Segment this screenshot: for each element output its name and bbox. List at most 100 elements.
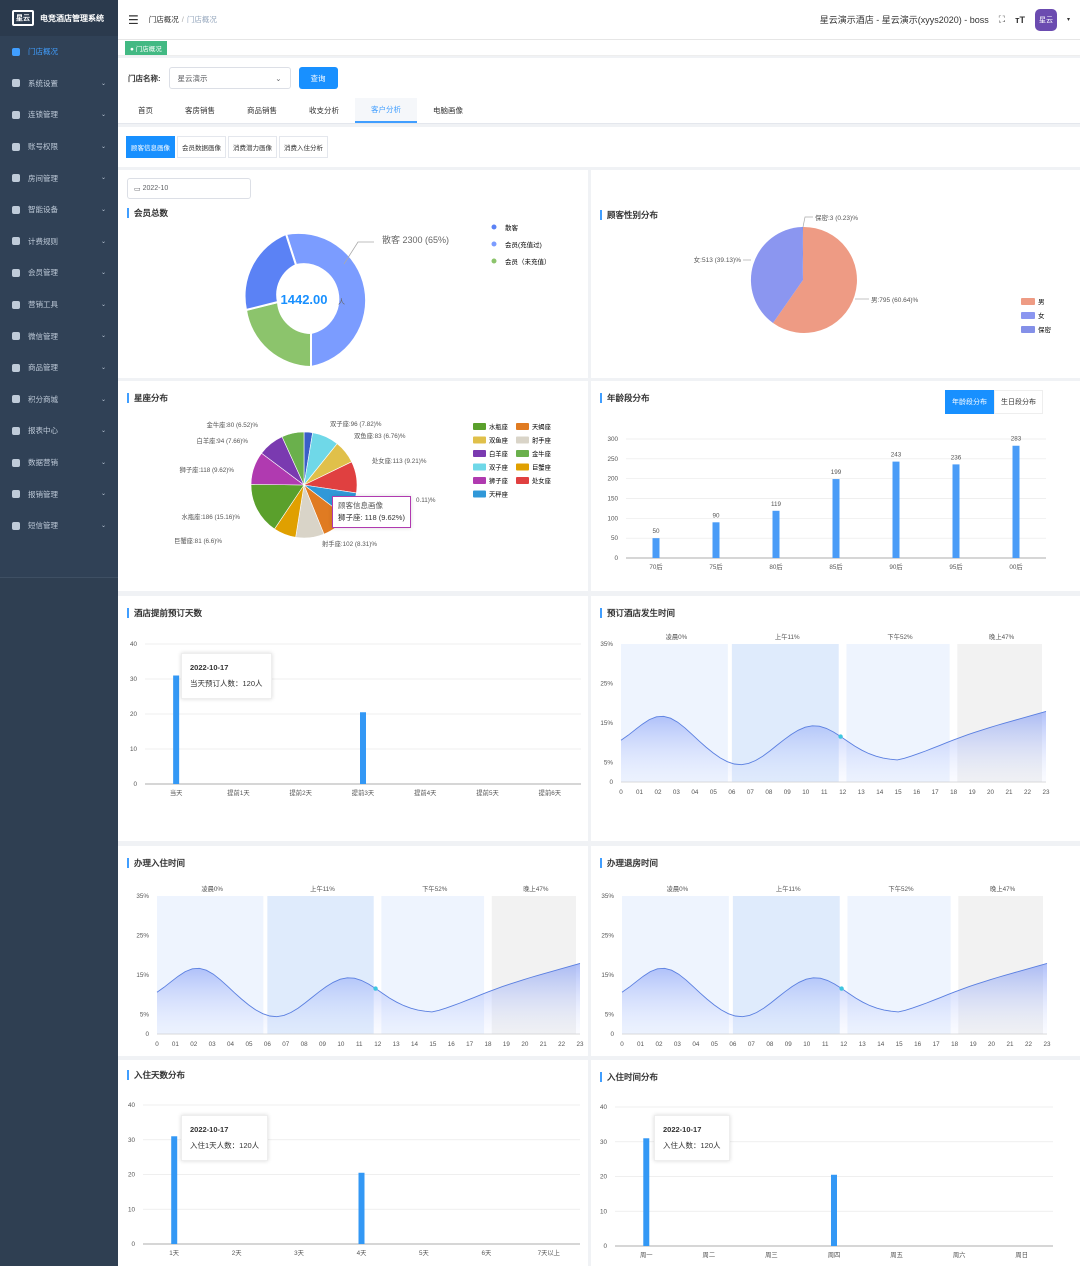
menu-icon (12, 205, 20, 214)
sidebar-item[interactable]: 智能设备 ⌄ (0, 194, 118, 226)
sidebar-item-label: 数据营销 (28, 458, 58, 468)
y-tick: 0 (610, 1031, 614, 1038)
tag-store-overview[interactable]: ● 门店概况 (125, 40, 167, 55)
chevron-down-icon: ⌄ (100, 143, 106, 150)
legend-label: 白羊座 (489, 449, 508, 458)
stay-time-panel: 入住时间分布 0 10 20 30 40 周一 周二 周三 周四 周五 周六 周日 2022-10-1… (591, 1060, 1080, 1266)
x-tick: 06 (264, 1041, 272, 1048)
chevron-down-icon[interactable]: ▾ (1066, 17, 1070, 23)
tab[interactable]: 电脑画像 (433, 106, 463, 115)
y-tick: 10 (600, 1208, 608, 1215)
query-button[interactable]: 查询 (298, 67, 338, 89)
stay-time-title: 入住时间分布 (600, 1072, 658, 1082)
area-fill (621, 711, 1046, 782)
sidebar-item[interactable]: 会员管理 ⌄ (0, 257, 118, 289)
area-fill (622, 963, 1047, 1034)
x-tick: 0 (620, 1041, 624, 1048)
x-tick: 06 (728, 789, 736, 796)
donut-segment-walkin (284, 231, 368, 369)
sidebar-item-label: 营销工具 (28, 300, 58, 310)
sidebar-item[interactable]: 报表中心 ⌄ (0, 415, 118, 447)
zodiac-tooltip: 顾客信息画像 狮子座: 118 (9.62%) (332, 496, 411, 528)
hamburger-icon[interactable]: ☰ (128, 12, 139, 27)
x-tick: 提前5天 (476, 788, 499, 797)
time-band-label: 上午11% (776, 884, 801, 893)
checkout-time-title: 办理退房时间 (600, 858, 658, 868)
x-tick: 11 (356, 1041, 363, 1048)
chevron-down-icon: ⌄ (100, 206, 106, 213)
x-tick: 20 (521, 1041, 529, 1048)
time-band-label: 凌晨0% (201, 884, 223, 893)
x-tick: 14 (876, 789, 884, 796)
tab[interactable]: 商品销售 (247, 106, 277, 115)
chevron-down-icon: ⌄ (100, 459, 106, 466)
store-select[interactable]: 星云演示 ⌄ (168, 67, 291, 89)
legend-label: 双子座 (489, 463, 508, 472)
sidebar-item[interactable]: 门店概况 (0, 36, 118, 68)
chevron-down-icon: ⌄ (100, 333, 106, 340)
sidebar-item[interactable]: 数据营销 ⌄ (0, 447, 118, 479)
legend-swatch (516, 477, 529, 484)
x-tick: 08 (766, 1041, 774, 1048)
x-tick: 13 (858, 789, 866, 796)
area-fill (157, 963, 580, 1034)
subtab[interactable]: 消费入住分析 (279, 136, 328, 158)
sidebar-item[interactable]: 营销工具 ⌄ (0, 289, 118, 321)
tab[interactable]: 客户分析 (355, 98, 417, 123)
chevron-down-icon: ⌄ (100, 301, 106, 308)
x-tick: 09 (319, 1041, 327, 1048)
sidebar-item[interactable]: 计费规则 ⌄ (0, 226, 118, 258)
sidebar-item[interactable]: 积分商城 ⌄ (0, 384, 118, 416)
birthday-range-button[interactable]: 生日段分布 (994, 390, 1043, 414)
avatar[interactable]: 星云 (1034, 8, 1057, 31)
x-tick: 周一 (640, 1251, 653, 1259)
area-line (620, 710, 1047, 766)
y-tick: 40 (128, 1102, 136, 1109)
x-tick: 05 (711, 1041, 719, 1048)
tab[interactable]: 首页 (138, 106, 153, 115)
advance-title: 酒店提前预订天数 (127, 608, 202, 618)
y-tick: 250 (607, 456, 618, 463)
month-picker[interactable]: ▭ 2022-10 (127, 178, 251, 199)
x-tick: 17 (933, 1041, 941, 1048)
gender-panel: 顾客性别分布 保密:3 (0.23)% 女:513 (39.13)% 男:795… (591, 170, 1080, 378)
logo: 星云 电竞酒店管理系统 (0, 0, 118, 36)
checkout-time-chart: 凌晨0% 上午11% 下午52% 晚上47% 0 5% 15% 25% 35% 0 01 02 03 04… (601, 884, 1051, 1048)
logo-mark: 星云 (12, 10, 34, 26)
sidebar-item-label: 短信管理 (28, 521, 58, 531)
breadcrumb-item[interactable]: 门店概况 (148, 15, 179, 24)
x-tick: 周四 (828, 1251, 841, 1259)
subtab[interactable]: 消费潜力画像 (228, 136, 277, 158)
user-info: 星云演示酒店 - 星云演示(xyys2020) - boss (819, 15, 989, 25)
x-tick: 15 (429, 1041, 437, 1048)
sidebar-item[interactable]: 房间管理 ⌄ (0, 162, 118, 194)
fullscreen-icon[interactable]: ⛶ (998, 14, 1006, 24)
subtab[interactable]: 会员数据画像 (177, 136, 226, 158)
x-tick: 18 (951, 1041, 959, 1048)
bar-label: 283 (1011, 436, 1022, 443)
y-tick: 5% (604, 759, 614, 766)
x-tick: 04 (692, 1041, 700, 1048)
age-range-button[interactable]: 年龄段分布 (945, 390, 994, 414)
sidebar-item[interactable]: 微信管理 ⌄ (0, 320, 118, 352)
main-tabs: 首页 客房销售 商品销售 收支分析 客户分析 电脑画像 (118, 98, 1080, 124)
x-tick: 85后 (829, 562, 842, 571)
menu-icon (12, 458, 20, 467)
x-tick: 17 (932, 789, 940, 796)
booking-time-chart: 凌晨0% 上午11% 下午52% 晚上47% 0 5% 15% 25% 35% 0 01 02 03 04… (600, 632, 1050, 796)
x-tick: 01 (636, 789, 644, 796)
tab[interactable]: 客房销售 (185, 106, 215, 115)
sidebar-item-label: 账号权限 (28, 142, 58, 152)
subtab[interactable]: 顾客信息画像 (126, 136, 175, 158)
bar (832, 479, 840, 558)
sidebar-item[interactable]: 系统设置 ⌄ (0, 68, 118, 100)
font-size-icon[interactable]: ᴛT (1015, 14, 1025, 25)
sidebar-item-label: 计费规则 (28, 236, 58, 246)
sidebar-item[interactable]: 报销管理 ⌄ (0, 478, 118, 510)
sidebar-item[interactable]: 账号权限 ⌄ (0, 131, 118, 163)
legend-label: 水瓶座 (489, 422, 508, 431)
sidebar-item[interactable]: 连锁管理 ⌄ (0, 99, 118, 131)
sidebar-item[interactable]: 短信管理 ⌄ (0, 510, 118, 542)
sidebar-item[interactable]: 商品管理 ⌄ (0, 352, 118, 384)
tab[interactable]: 收支分析 (309, 106, 339, 115)
